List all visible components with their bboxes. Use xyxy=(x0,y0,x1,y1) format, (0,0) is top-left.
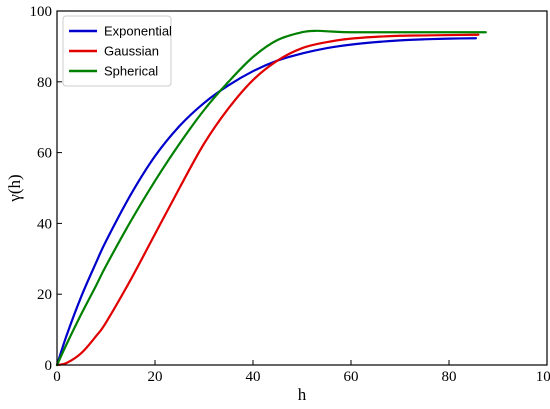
legend-label-gaussian: Gaussian xyxy=(104,44,159,59)
x-tick-label: 0 xyxy=(53,369,61,385)
series-line-exponential xyxy=(55,37,478,367)
y-tick-label: 60 xyxy=(37,146,52,162)
legend: Exponential Gaussian Spherical xyxy=(62,15,172,87)
legend-label-spherical: Spherical xyxy=(104,64,158,79)
plot-layer xyxy=(55,29,487,367)
x-tick-label: 100 xyxy=(536,369,550,385)
plot-frame xyxy=(56,10,548,366)
y-tick-label: 80 xyxy=(37,75,52,91)
legend-label-exponential: Exponential xyxy=(104,24,172,39)
y-tick-label: 0 xyxy=(45,358,53,374)
x-axis-label: h xyxy=(298,385,307,404)
series-line-spherical xyxy=(55,29,487,367)
x-tick-label: 80 xyxy=(442,369,457,385)
x-tick-label: 40 xyxy=(246,369,261,385)
y-tick-label: 20 xyxy=(37,287,52,303)
x-tick-label: 20 xyxy=(148,369,163,385)
y-tick-label: 40 xyxy=(37,216,52,232)
y-tick-label: 100 xyxy=(30,4,53,20)
ticks-layer: 0 20 40 60 80 100 0 20 40 60 80 100 xyxy=(30,4,550,385)
legend-box xyxy=(62,15,172,87)
y-axis-label: γ(h) xyxy=(5,174,24,202)
axes-layer xyxy=(56,10,548,366)
x-tick-label: 60 xyxy=(344,369,359,385)
series-line-gaussian xyxy=(55,33,480,367)
